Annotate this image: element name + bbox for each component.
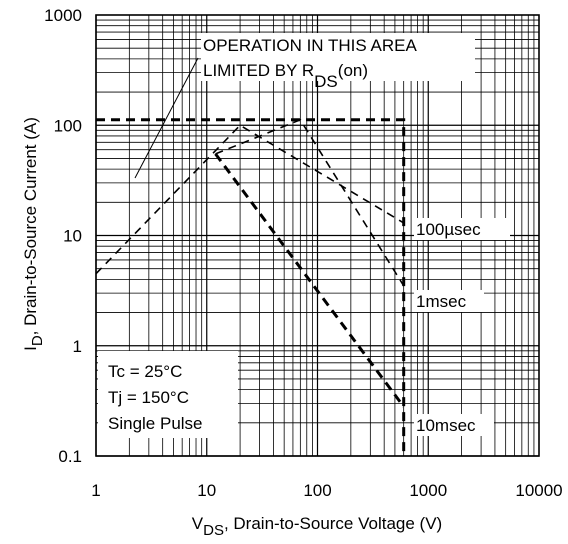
x-tick-label: 10000 (515, 481, 562, 500)
y-tick-label: 0.1 (58, 447, 82, 466)
plot-border (95, 14, 540, 457)
series-line-3 (96, 118, 406, 456)
x-tick-label: 10 (197, 481, 216, 500)
annotation-leader (134, 57, 199, 179)
region-annotation-line1: OPERATION IN THIS AREA (203, 36, 417, 55)
conditions-box (98, 351, 238, 438)
x-tick-label: 1000 (409, 481, 447, 500)
curve-label-100us: 100µsec (416, 220, 481, 239)
condition-pulse: Single Pulse (108, 414, 203, 433)
condition-tj: Tj = 150°C (108, 388, 189, 407)
series-line-0 (95, 124, 405, 275)
curve-label-10ms: 10msec (416, 416, 476, 435)
y-tick-label: 100 (54, 116, 82, 135)
label-1ms-bg (414, 290, 484, 312)
y-axis-label: ID, Drain-to-Source Current (A) (21, 117, 46, 351)
region-annotation-line2: LIMITED BY RDS(on) (203, 61, 368, 91)
label-10ms-bg (414, 414, 494, 436)
x-axis-label: VDS, Drain-to-Source Voltage (V) (192, 514, 442, 539)
y-tick-label: 1 (73, 337, 82, 356)
curve-label-1ms: 1msec (416, 292, 467, 311)
y-tick-label: 10 (63, 227, 82, 246)
x-tick-label: 1 (91, 481, 100, 500)
y-tick-label: 1000 (44, 6, 82, 25)
label-100us-bg (414, 218, 510, 240)
condition-tc: Tc = 25°C (108, 362, 182, 381)
tick-labels: 1 10 100 1000 10000 0.1 1 10 100 1000 (44, 6, 562, 500)
curves (95, 118, 406, 456)
region-annotation-bg (201, 33, 475, 81)
x-tick-label: 100 (303, 481, 331, 500)
series-line-2 (214, 153, 405, 408)
series-line-1 (215, 118, 405, 287)
